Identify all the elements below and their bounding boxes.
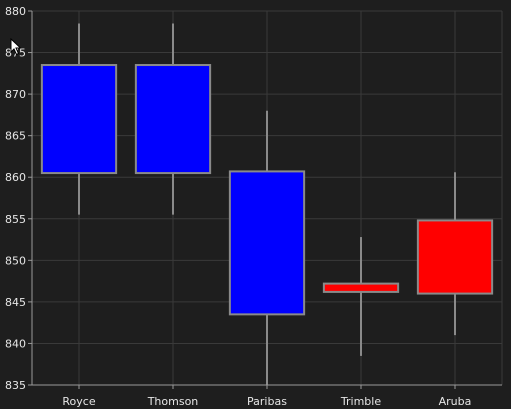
y-tick-label: 865 <box>5 130 26 143</box>
y-tick-label: 870 <box>5 88 26 101</box>
y-tick-label: 845 <box>5 296 26 309</box>
candle-body <box>40 64 118 175</box>
candle-body <box>228 170 306 316</box>
y-axis-labels: 835840845850855860865870875880 <box>5 5 26 392</box>
axes <box>28 10 502 389</box>
candle-body <box>134 64 212 175</box>
candle-thomson <box>134 23 212 215</box>
y-tick-label: 835 <box>5 379 26 392</box>
candle-body <box>322 282 400 293</box>
x-tick-label: Paribas <box>247 395 287 408</box>
candle-trimble <box>322 237 400 356</box>
x-tick-label: Royce <box>62 395 95 408</box>
y-tick-label: 860 <box>5 171 26 184</box>
y-tick-label: 850 <box>5 254 26 267</box>
candle-paribas <box>228 110 306 385</box>
x-tick-label: Trimble <box>340 395 381 408</box>
mouse-pointer-icon <box>10 38 22 56</box>
candle-aruba <box>416 172 494 336</box>
x-tick-label: Thomson <box>147 395 199 408</box>
candles <box>40 23 494 385</box>
x-axis-labels: Royce Thomson Paribas Trimble Aruba <box>62 395 471 408</box>
y-tick-label: 840 <box>5 337 26 350</box>
candle-royce <box>40 23 118 215</box>
candle-body <box>416 219 494 295</box>
y-tick-label: 855 <box>5 213 26 226</box>
x-tick-label: Aruba <box>439 395 472 408</box>
y-tick-label: 880 <box>5 5 26 18</box>
